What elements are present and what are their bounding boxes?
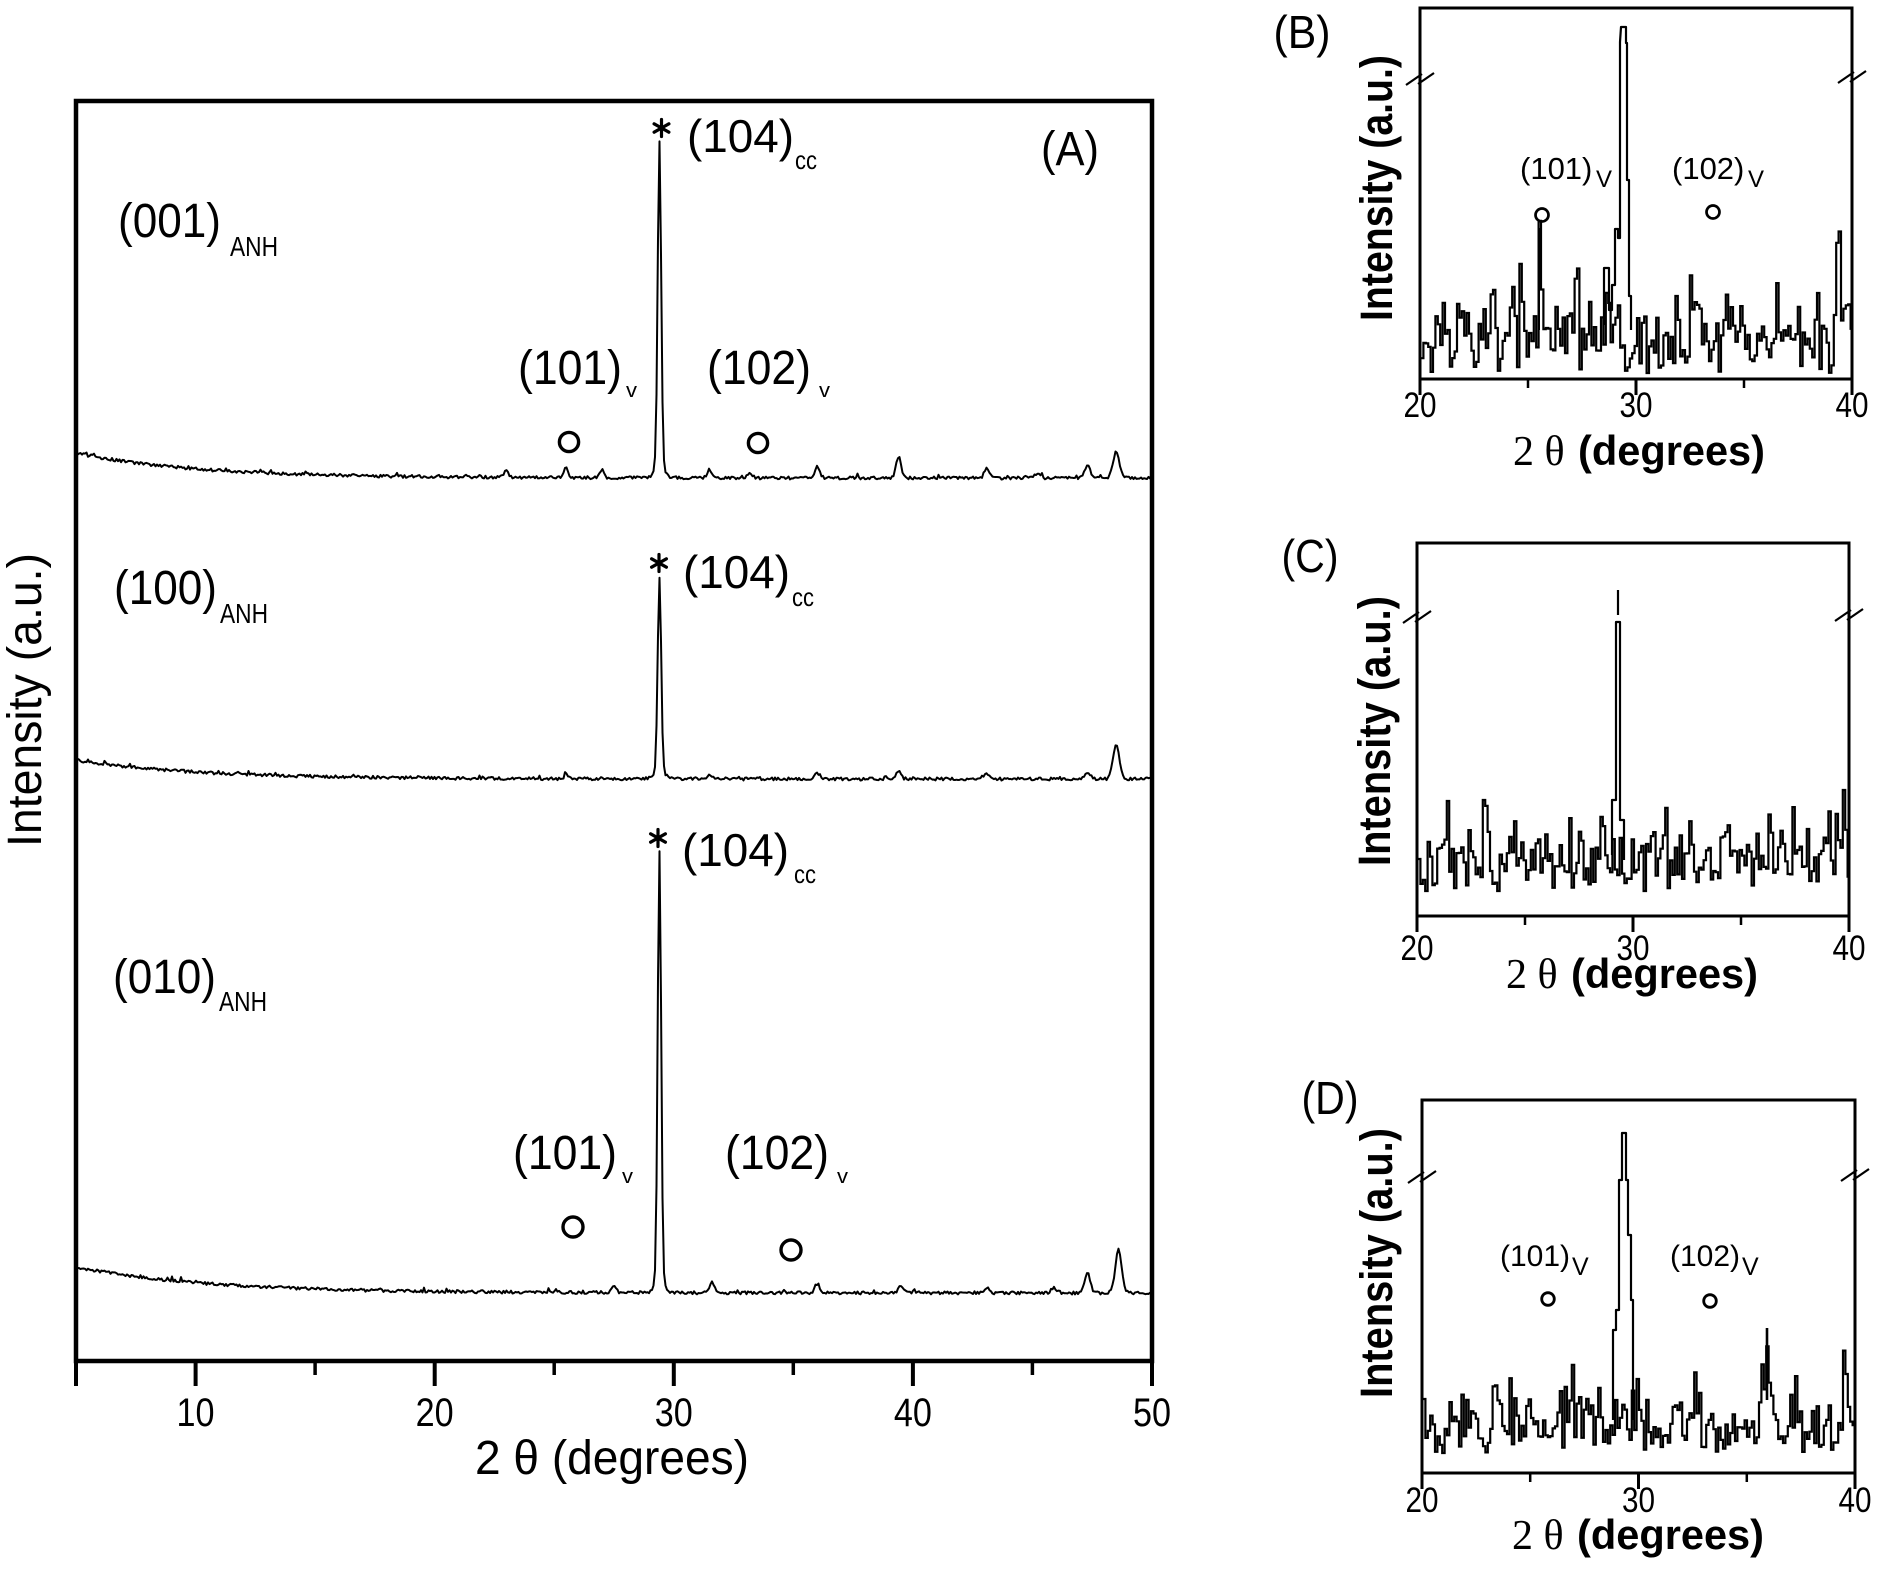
svg-text:(degrees): (degrees)	[1571, 950, 1758, 997]
svg-text:(104): (104)	[687, 110, 794, 162]
svg-text:(C): (C)	[1282, 530, 1339, 582]
svg-text:(degrees): (degrees)	[1577, 1511, 1764, 1558]
svg-text:2 θ: 2 θ	[1512, 1513, 1564, 1559]
svg-text:v: v	[837, 1166, 848, 1188]
svg-text:(degrees): (degrees)	[1578, 427, 1765, 474]
svg-text:50: 50	[1133, 1391, 1171, 1435]
svg-text:cc: cc	[795, 145, 817, 175]
svg-text:ANH: ANH	[219, 986, 267, 1017]
svg-text:V: V	[1748, 166, 1764, 193]
svg-text:Intensity (a.u.): Intensity (a.u.)	[1351, 1128, 1402, 1398]
svg-text:2 θ (degrees): 2 θ (degrees)	[475, 1432, 749, 1485]
svg-text:2 θ: 2 θ	[1506, 952, 1558, 998]
svg-text:40: 40	[1836, 386, 1869, 425]
svg-text:(101): (101)	[518, 342, 622, 395]
svg-text:Intensity (a.u.): Intensity (a.u.)	[0, 553, 52, 847]
svg-text:30: 30	[1617, 929, 1650, 968]
svg-text:V: V	[1742, 1253, 1759, 1281]
svg-text:V: V	[1572, 1253, 1589, 1281]
svg-text:(010): (010)	[113, 951, 216, 1004]
svg-text:(101): (101)	[513, 1127, 617, 1180]
svg-text:20: 20	[1401, 929, 1434, 968]
svg-text:10: 10	[177, 1391, 215, 1435]
svg-text:(001): (001)	[118, 195, 221, 248]
svg-text:(101): (101)	[1520, 151, 1592, 186]
svg-text:V: V	[1596, 166, 1612, 193]
svg-text:cc: cc	[792, 582, 814, 612]
svg-text:Intensity (a.u.): Intensity (a.u.)	[1351, 55, 1402, 321]
svg-text:30: 30	[655, 1391, 693, 1435]
svg-text:v: v	[819, 380, 830, 402]
svg-text:(104): (104)	[683, 546, 790, 598]
svg-text:(D): (D)	[1302, 1072, 1359, 1124]
svg-text:(102): (102)	[707, 342, 811, 395]
svg-text:(102): (102)	[725, 1127, 829, 1180]
svg-text:(101): (101)	[1500, 1240, 1570, 1273]
svg-text:30: 30	[1622, 1481, 1655, 1520]
svg-text:ANH: ANH	[220, 598, 268, 629]
svg-text:(A): (A)	[1041, 123, 1099, 176]
svg-text:(B): (B)	[1274, 6, 1331, 58]
svg-text:(102): (102)	[1672, 151, 1744, 186]
svg-text:2 θ: 2 θ	[1513, 429, 1565, 475]
svg-text:(104): (104)	[682, 824, 789, 876]
svg-text:(102): (102)	[1670, 1240, 1740, 1273]
svg-text:40: 40	[1833, 929, 1866, 968]
svg-text:(100): (100)	[114, 562, 217, 615]
svg-text:20: 20	[1404, 386, 1437, 425]
svg-text:v: v	[622, 1166, 633, 1188]
svg-text:20: 20	[416, 1391, 454, 1435]
svg-text:Intensity (a.u.): Intensity (a.u.)	[1349, 596, 1400, 866]
svg-text:cc: cc	[794, 859, 816, 889]
svg-text:v: v	[626, 380, 637, 402]
svg-text:30: 30	[1620, 386, 1653, 425]
svg-text:40: 40	[894, 1391, 932, 1435]
svg-text:20: 20	[1406, 1481, 1439, 1520]
svg-text:ANH: ANH	[230, 231, 278, 262]
svg-text:40: 40	[1839, 1481, 1872, 1520]
